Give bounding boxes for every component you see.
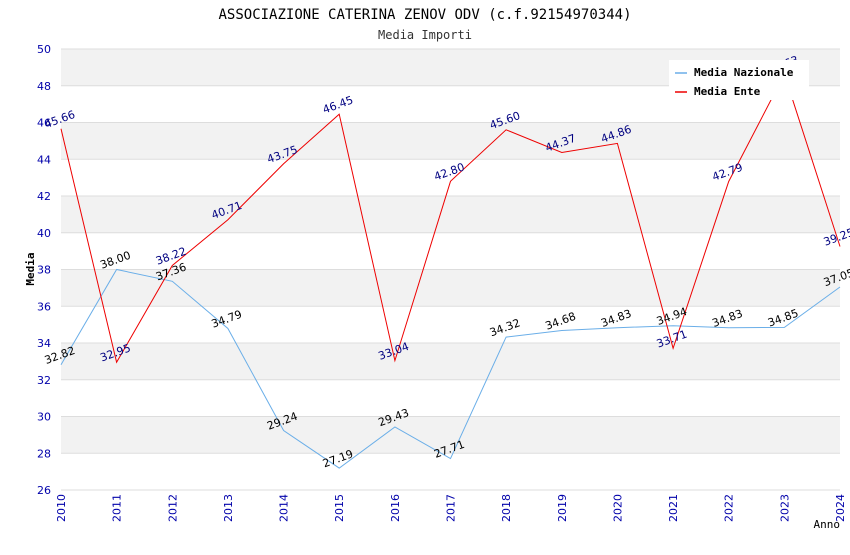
x-tick-label: 2024: [834, 494, 847, 522]
y-tick-label: 50: [37, 43, 51, 56]
y-axis-ticks: 26 28 30 32 34 36 38 40 42 44 46 48 50: [37, 43, 51, 497]
x-tick-label: 2013: [222, 494, 235, 522]
chart-subtitle: Media Importi: [378, 28, 472, 42]
grid-band: [61, 269, 840, 307]
grid-band: [61, 343, 840, 380]
grid-band: [61, 416, 840, 454]
grid-band: [61, 453, 840, 490]
x-tick-label: 2010: [55, 494, 68, 522]
y-tick-label: 26: [37, 484, 51, 497]
y-tick-label: 32: [37, 374, 51, 387]
series-line-media-nazionale: [60, 268, 841, 469]
y-tick-label: 46: [37, 117, 51, 130]
x-tick-label: 2011: [111, 494, 124, 522]
grid-bands: [61, 48, 840, 491]
grid-band: [61, 196, 840, 233]
grid-band: [61, 379, 840, 417]
x-tick-label: 2015: [333, 494, 346, 522]
y-tick-label: 38: [37, 264, 51, 277]
x-tick-label: 2014: [278, 494, 291, 522]
series-line-media-ente: [60, 72, 841, 364]
x-tick-label: 2021: [667, 494, 680, 522]
x-tick-label: 2020: [611, 494, 624, 522]
legend-box: [669, 60, 809, 100]
legend-label-ente: Media Ente: [694, 85, 761, 98]
grid-band: [61, 122, 840, 160]
x-tick-label: 2016: [389, 494, 402, 522]
x-tick-label: 2022: [723, 494, 736, 522]
grid-band: [61, 232, 840, 270]
x-tick-label: 2017: [445, 494, 458, 522]
grid-band: [61, 159, 840, 196]
y-tick-label: 48: [37, 80, 51, 93]
y-tick-label: 28: [37, 447, 51, 460]
x-tick-label: 2019: [556, 494, 569, 522]
y-tick-label: 34: [37, 337, 51, 350]
y-axis-label: Media: [24, 252, 37, 285]
y-tick-label: 42: [37, 190, 51, 203]
x-tick-label: 2012: [166, 494, 179, 522]
y-tick-label: 40: [37, 227, 51, 240]
x-axis-ticks: 2010 2011 2012 2013 2014 2015 2016 2017 2018 2019…: [55, 494, 847, 522]
y-tick-label: 30: [37, 411, 51, 424]
series-lines: [60, 72, 841, 469]
x-tick-label: 2023: [778, 494, 791, 522]
legend-label-nazionale: Media Nazionale: [694, 66, 794, 79]
legend: Media Nazionale Media Ente: [669, 60, 809, 100]
chart-title: ASSOCIAZIONE CATERINA ZENOV ODV (c.f.921…: [218, 7, 631, 23]
y-tick-label: 44: [37, 153, 51, 166]
x-axis-label: Anno: [814, 518, 841, 531]
y-tick-label: 36: [37, 300, 51, 313]
x-tick-label: 2018: [500, 494, 513, 522]
grid-band: [61, 306, 840, 343]
